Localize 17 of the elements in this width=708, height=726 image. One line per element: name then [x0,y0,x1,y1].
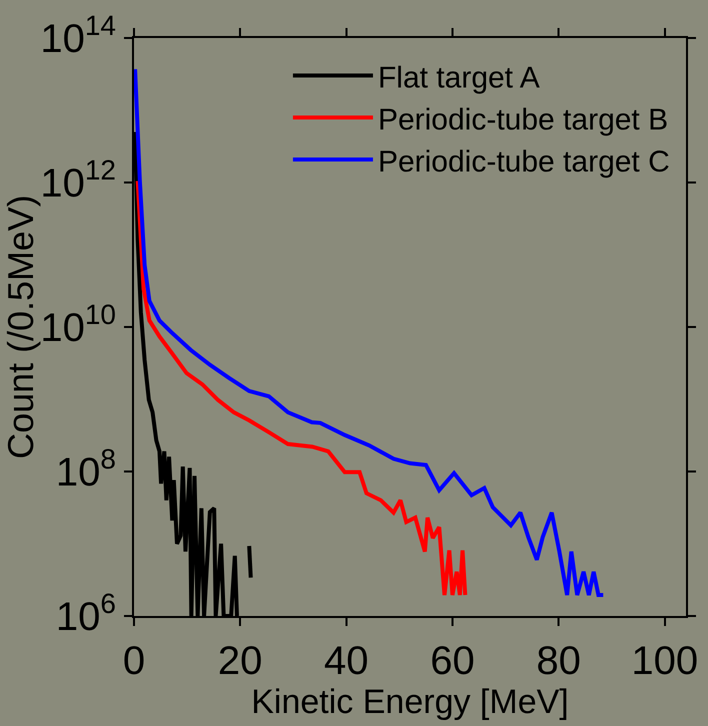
line-series [136,178,468,598]
legend-label: Periodic-tube target B [378,103,668,136]
legend-label: Periodic-tube target C [378,145,670,178]
x-tick-label: 0 [122,639,146,683]
y-tick-label: 10$^{10}$ [40,299,116,350]
x-tick-label: 60 [430,639,475,683]
y-tick-label: 10$^{12}$ [40,154,116,206]
x-axis-title: Kinetic Energy [MeV] [251,683,569,721]
x-tick-label: 100 [631,639,698,683]
x-tick-label: 80 [536,639,581,683]
y-axis-title: Count (/0.5MeV) [0,194,41,460]
y-tick-label: 10$^{8}$ [56,444,116,494]
y-tick-label: 10$^{14}$ [40,10,116,61]
x-tick-label: 20 [218,639,262,683]
x-tick-label: 40 [324,639,369,683]
legend-label: Flat target A [378,61,540,94]
y-tick-label: 10$^{6}$ [56,588,116,639]
